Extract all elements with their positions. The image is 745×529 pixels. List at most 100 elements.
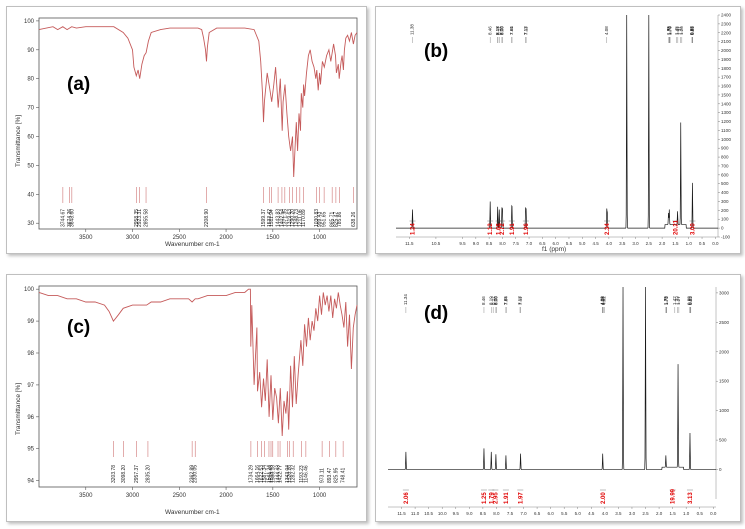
- integral-value: 20.21: [673, 219, 679, 235]
- peak-label: 1319.63: [287, 209, 293, 227]
- y-tick-label: 1500: [721, 92, 732, 97]
- x-tick-label: 2.5: [646, 241, 653, 246]
- spectrum-line: [396, 14, 718, 229]
- chemical-shift-label: 7.65: [503, 296, 508, 305]
- x-tick-label: 7.5: [507, 511, 514, 516]
- y-tick-label: 0: [719, 467, 722, 472]
- chemical-shift-label: 1.26: [679, 26, 684, 35]
- chemical-shift-label: 0.85: [687, 296, 692, 305]
- peak-label: 1622.53: [259, 465, 265, 483]
- y-tick-label: 1500: [719, 379, 730, 384]
- ir-spectrum-panel-a: (a) Wavenumber cm-1 Transmittance [%] 30…: [6, 6, 367, 254]
- peak-label: 825.47: [333, 211, 339, 227]
- x-tick-label: 9.0: [466, 511, 473, 516]
- x-tick-label: 7.0: [526, 241, 533, 246]
- peak-label: 1170.89: [301, 209, 307, 227]
- y-tick-label: 500: [719, 438, 727, 443]
- x-tick-label: 10.5: [432, 241, 441, 246]
- x-axis-label-b: f1 (ppm): [542, 246, 566, 253]
- chemical-shift-label: 11.34: [403, 294, 408, 305]
- peak-label: 1519.45: [269, 465, 275, 483]
- peak-label: 1587.34: [262, 465, 268, 483]
- y-tick-label: 3000: [719, 290, 730, 295]
- y-tick-label: 800: [721, 155, 729, 160]
- x-tick-label: 1.0: [686, 241, 693, 246]
- chemical-shift-label: 1.75: [663, 296, 668, 305]
- x-tick-label: 6.5: [539, 241, 546, 246]
- y-tick-label: 2300: [721, 21, 732, 26]
- y-tick-label: 100: [721, 217, 729, 222]
- x-tick-label: 3500: [79, 235, 93, 241]
- y-tick-label: 1000: [719, 408, 730, 413]
- peak-label: 3203.78: [111, 465, 117, 483]
- y-tick-label: 1900: [721, 57, 732, 62]
- chemical-shift-label: 1.73: [664, 296, 669, 305]
- peak-label: 1211.06: [297, 209, 303, 227]
- chemical-shift-label: 4.09: [600, 296, 605, 305]
- peak-label: 1500.18: [270, 465, 276, 483]
- x-tick-label: 9.0: [473, 241, 480, 246]
- peak-label: 1282.32: [291, 465, 297, 483]
- chemical-shift-label: 1.72: [664, 296, 669, 305]
- integral-value: 19.99: [671, 488, 677, 504]
- y-tick-label: 90: [27, 48, 34, 54]
- chemical-shift-label: 7.11: [523, 26, 528, 35]
- y-tick-label: 1800: [721, 66, 732, 71]
- peak-label: 3674.26: [67, 209, 73, 227]
- peak-label: 893.47: [327, 467, 333, 483]
- peak-label: 999.43: [317, 211, 323, 227]
- y-tick-label: 1100: [721, 128, 731, 133]
- y-tick-label: 200: [721, 208, 729, 213]
- integral-value: 2.34: [605, 223, 611, 235]
- x-axis-label-a: Wavenumber cm-1: [165, 241, 220, 248]
- x-tick-label: 4.5: [588, 511, 595, 516]
- integral-value: 1.91: [504, 492, 510, 504]
- chemical-shift-label: 11.38: [410, 24, 415, 35]
- chemical-shift-label: 8.00: [500, 26, 505, 35]
- x-tick-label: 7.0: [520, 511, 527, 516]
- chemical-shift-label: 1.27: [676, 296, 681, 305]
- peak-label: 2835.20: [145, 465, 151, 483]
- x-tick-label: 0.5: [699, 241, 706, 246]
- peak-label: 2362.89: [190, 465, 196, 483]
- x-tick-label: 10.5: [424, 511, 433, 516]
- integral-value: 1.12: [488, 223, 494, 235]
- x-tick-label: 7.5: [513, 241, 520, 246]
- x-tick-label: 3000: [126, 493, 140, 499]
- spectrum-line: [388, 286, 716, 470]
- chemical-shift-label: 8.19: [488, 296, 493, 305]
- chemical-shift-label: 8.02: [493, 296, 498, 305]
- x-tick-label: 1.0: [683, 511, 690, 516]
- chemical-shift-label: 1.31: [678, 26, 683, 35]
- peak-label: 1422.77: [278, 465, 284, 483]
- chemical-shift-label: 7.13: [517, 296, 522, 305]
- y-tick-label: 2000: [721, 48, 732, 53]
- x-axis-label-c: Wavenumber cm-1: [165, 509, 220, 516]
- y-tick-label: 1400: [721, 101, 732, 106]
- y-tick-label: 1000: [721, 137, 732, 142]
- chemical-shift-label: 0.83: [688, 296, 693, 305]
- nmr-spectrum-panel-d: (d) 0 500 1000 1500 2000 2500 3000 11.5 11.0 10.5…: [375, 274, 741, 522]
- spectrum-line: [38, 26, 358, 178]
- peak-label: 2957.37: [134, 465, 140, 483]
- peak-label: 3098.20: [121, 465, 127, 483]
- ir-spectrum-panel-c: (c) Wavenumber cm-1 Transmittance [%] 94…: [6, 274, 367, 522]
- chemical-shift-label: 0.88: [687, 296, 692, 305]
- x-tick-label: 0.0: [712, 241, 719, 246]
- ir-spectrum-c-chart: (c) Wavenumber cm-1 Transmittance [%] 94…: [15, 285, 358, 516]
- y-tick-label: 600: [721, 172, 729, 177]
- x-tick-label: 2.0: [659, 241, 666, 246]
- x-tick-label: 2500: [173, 235, 187, 241]
- x-tick-label: 8.5: [486, 241, 493, 246]
- nmr-spectrum-d-chart: (d) 0 500 1000 1500 2000 2500 3000 11.5 11.0 10.5…: [388, 286, 730, 516]
- chemical-shift-label: 0.86: [690, 26, 695, 35]
- chemical-shift-label: 4.06: [600, 296, 605, 305]
- peak-label: 865.71: [330, 211, 336, 227]
- y-axis-label-a: Transmittance [%]: [15, 115, 22, 167]
- x-tick-label: 2500: [173, 493, 187, 499]
- y-tick-label: 40: [27, 192, 34, 198]
- x-tick-label: 0.5: [697, 511, 704, 516]
- y-tick-label: 700: [721, 163, 729, 168]
- x-tick-label: 5.5: [561, 511, 568, 516]
- peak-label: 1533.42: [267, 209, 273, 227]
